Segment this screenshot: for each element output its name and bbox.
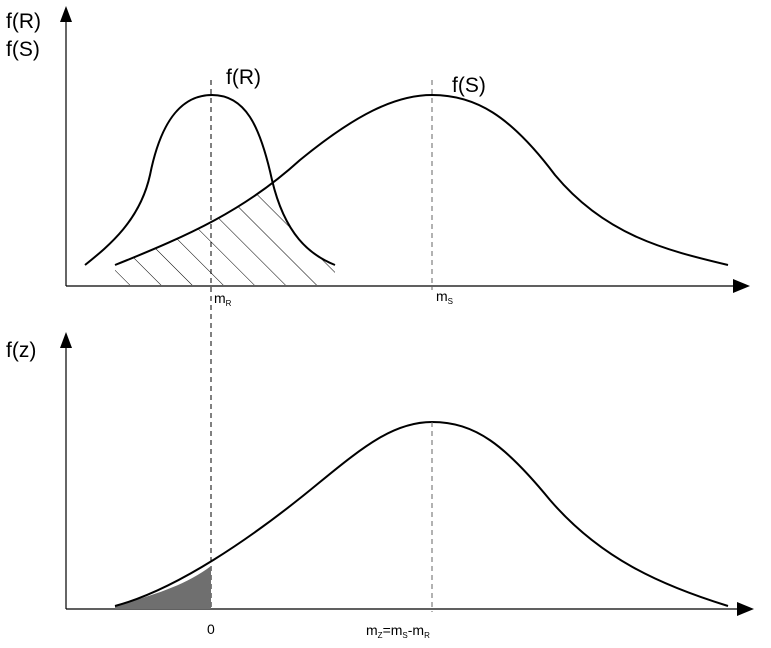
top-y-axis-label-1: f(R) xyxy=(6,10,41,33)
curve-r xyxy=(84,93,336,266)
zero-label: 0 xyxy=(207,621,215,637)
curve-s xyxy=(114,93,729,266)
overlap-hatched-region xyxy=(115,95,335,285)
mean-z-label: mZ=mS-mR xyxy=(366,622,430,640)
bottom-y-axis-arrow xyxy=(60,332,72,348)
bottom-x-axis-arrow xyxy=(737,602,754,616)
mean-s-label: mS xyxy=(436,288,453,306)
bottom-panel: f(z) 0 mZ=mS-mR xyxy=(6,332,754,640)
failure-probability-area xyxy=(115,566,211,609)
curve-r-label: f(R) xyxy=(226,66,261,89)
curve-s-label: f(S) xyxy=(452,74,486,97)
top-panel: f(R) f(S) f(R) f(S) mR mS xyxy=(6,6,750,308)
top-y-axis-arrow xyxy=(60,6,72,22)
top-y-axis-label-2: f(S) xyxy=(6,38,40,61)
bottom-y-axis-label: f(z) xyxy=(6,339,36,362)
mean-r-label: mR xyxy=(214,290,232,308)
top-x-axis-arrow xyxy=(733,279,750,293)
